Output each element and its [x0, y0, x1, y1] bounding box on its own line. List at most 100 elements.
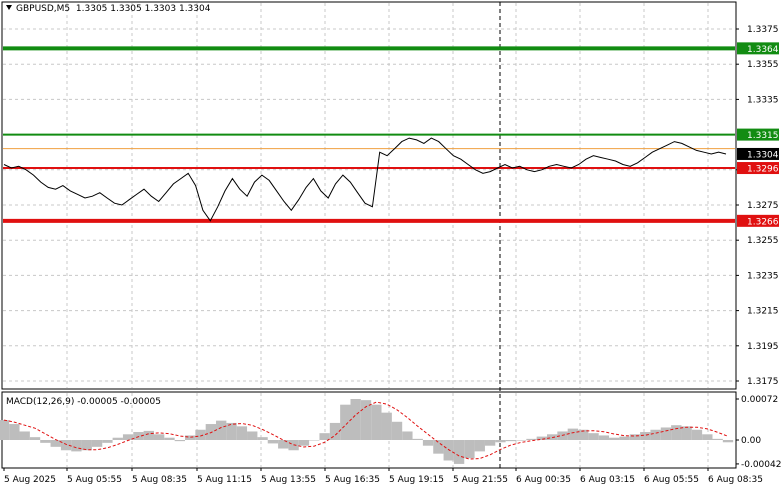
macd-histogram-bar	[681, 426, 692, 440]
price-axis-label: 1.3335	[747, 95, 779, 105]
macd-histogram-bar	[226, 422, 237, 440]
price-line-series	[3, 137, 727, 222]
dropdown-triangle-icon[interactable]	[6, 5, 12, 10]
level-price-tag	[737, 42, 779, 55]
macd-histogram-bar	[505, 440, 516, 442]
macd-histogram-bar	[578, 429, 589, 440]
macd-histogram-bar	[474, 440, 485, 452]
macd-histogram-bar	[257, 437, 268, 440]
macd-histogram-bar	[526, 438, 537, 440]
macd-histogram-bar	[567, 428, 579, 440]
macd-histogram-bar	[236, 426, 248, 440]
macd-histogram-bar	[691, 429, 703, 440]
macd-title: MACD(12,26,9) -0.00005 -0.00005	[6, 397, 162, 407]
macd-histogram-bar	[112, 437, 123, 440]
macd-histogram-bar	[588, 433, 599, 440]
macd-histogram-bar	[515, 440, 527, 441]
macd-histogram-bar	[164, 437, 175, 440]
time-axis-label: 6 Aug 00:35	[516, 475, 571, 485]
price-axis-label: 1.3215	[747, 307, 779, 317]
macd-histogram-bar	[360, 400, 372, 440]
level-price-tag	[737, 162, 779, 175]
macd-histogram-bar	[71, 440, 82, 452]
price-axis-label: 1.3375	[747, 25, 779, 35]
level-price-tag	[737, 128, 779, 141]
price-axis-label: 1.3255	[747, 236, 779, 246]
macd-histogram-bar	[205, 424, 217, 440]
level-price-tag	[737, 214, 779, 227]
macd-histogram-bar	[60, 440, 72, 451]
macd-histogram-bar	[91, 440, 103, 447]
macd-histogram-bar	[495, 440, 506, 443]
macd-histogram-bar	[464, 440, 475, 459]
macd-histogram-bar	[340, 404, 351, 440]
macd-histogram-bar	[619, 436, 630, 440]
macd-histogram-bar	[298, 440, 310, 446]
macd-histogram-bar	[216, 420, 227, 440]
macd-histogram-bar	[319, 433, 330, 440]
macd-histogram-bar	[122, 434, 134, 440]
price-axis-label: 1.3355	[747, 60, 779, 70]
macd-histogram-bar	[412, 438, 423, 440]
time-axis-label: 5 Aug 2025	[4, 475, 56, 485]
macd-histogram-bar	[81, 440, 92, 451]
macd-histogram-bar	[195, 429, 206, 440]
price-axis-label: 1.3275	[747, 201, 779, 211]
time-axis-label: 5 Aug 08:35	[132, 475, 187, 485]
current-price-label: 1.3304	[747, 150, 779, 160]
macd-histogram-bar	[350, 399, 361, 440]
price-axis-label: 1.3195	[747, 342, 779, 352]
level-price-label: 1.3296	[747, 165, 779, 175]
macd-histogram-bar	[278, 440, 289, 449]
price-axis-label: 1.3235	[747, 271, 779, 281]
macd-histogram-bar	[133, 432, 144, 440]
macd-histogram-bar	[9, 424, 20, 440]
level-price-label: 1.3364	[747, 45, 779, 55]
macd-histogram-bar	[402, 431, 413, 440]
macd-histogram-bar	[629, 434, 641, 440]
main-plot-frame	[1, 1, 737, 390]
macd-histogram-bar	[671, 425, 682, 440]
price-axis-label: 1.3175	[747, 377, 779, 387]
macd-axis-label: -0.00042	[741, 460, 781, 470]
macd-histogram-bar	[536, 436, 547, 440]
macd-histogram-bar	[143, 430, 154, 440]
time-axis-label: 6 Aug 05:55	[644, 475, 699, 485]
macd-histogram-bar	[381, 412, 392, 440]
macd-histogram-bar	[102, 440, 113, 443]
macd-histogram-bar	[660, 427, 672, 440]
time-axis-label: 6 Aug 08:35	[708, 475, 763, 485]
macd-histogram-bar	[712, 438, 723, 440]
macd-histogram-bar	[50, 440, 61, 447]
time-axis-label: 5 Aug 11:15	[197, 475, 252, 485]
macd-histogram-bar	[309, 440, 320, 441]
macd-histogram-bar	[702, 434, 713, 440]
macd-histogram-bar	[19, 431, 30, 440]
macd-histogram-bar	[598, 435, 610, 440]
macd-histogram-bar	[267, 440, 279, 444]
time-axis-label: 5 Aug 13:55	[261, 475, 316, 485]
macd-histogram-bar	[185, 435, 196, 440]
macd-histogram-bar	[609, 437, 620, 440]
time-axis-label: 5 Aug 19:15	[389, 475, 444, 485]
time-axis-label: 5 Aug 21:55	[453, 475, 508, 485]
macd-histogram-bar	[640, 432, 651, 440]
time-axis-label: 6 Aug 03:15	[580, 475, 635, 485]
macd-histogram-bar	[433, 440, 444, 454]
macd-signal-line	[3, 401, 729, 460]
macd-histogram-bar	[40, 440, 51, 443]
symbol-label: GBPUSD,M5	[16, 4, 71, 14]
macd-histogram-bar	[650, 429, 661, 440]
macd-histogram-bar	[422, 440, 434, 446]
macd-histogram-bar	[29, 437, 41, 440]
macd-histogram-bar	[484, 440, 496, 446]
macd-axis-label: 0.00	[741, 436, 761, 446]
macd-histogram-bar	[391, 421, 403, 440]
time-axis-label: 5 Aug 05:55	[67, 475, 122, 485]
symbol-header: GBPUSD,M5 1.3305 1.3305 1.3303 1.3304	[6, 4, 210, 14]
time-axis-label: 5 Aug 16:35	[325, 475, 380, 485]
macd-histogram-bar	[722, 440, 734, 443]
current-price-tag	[737, 147, 779, 160]
